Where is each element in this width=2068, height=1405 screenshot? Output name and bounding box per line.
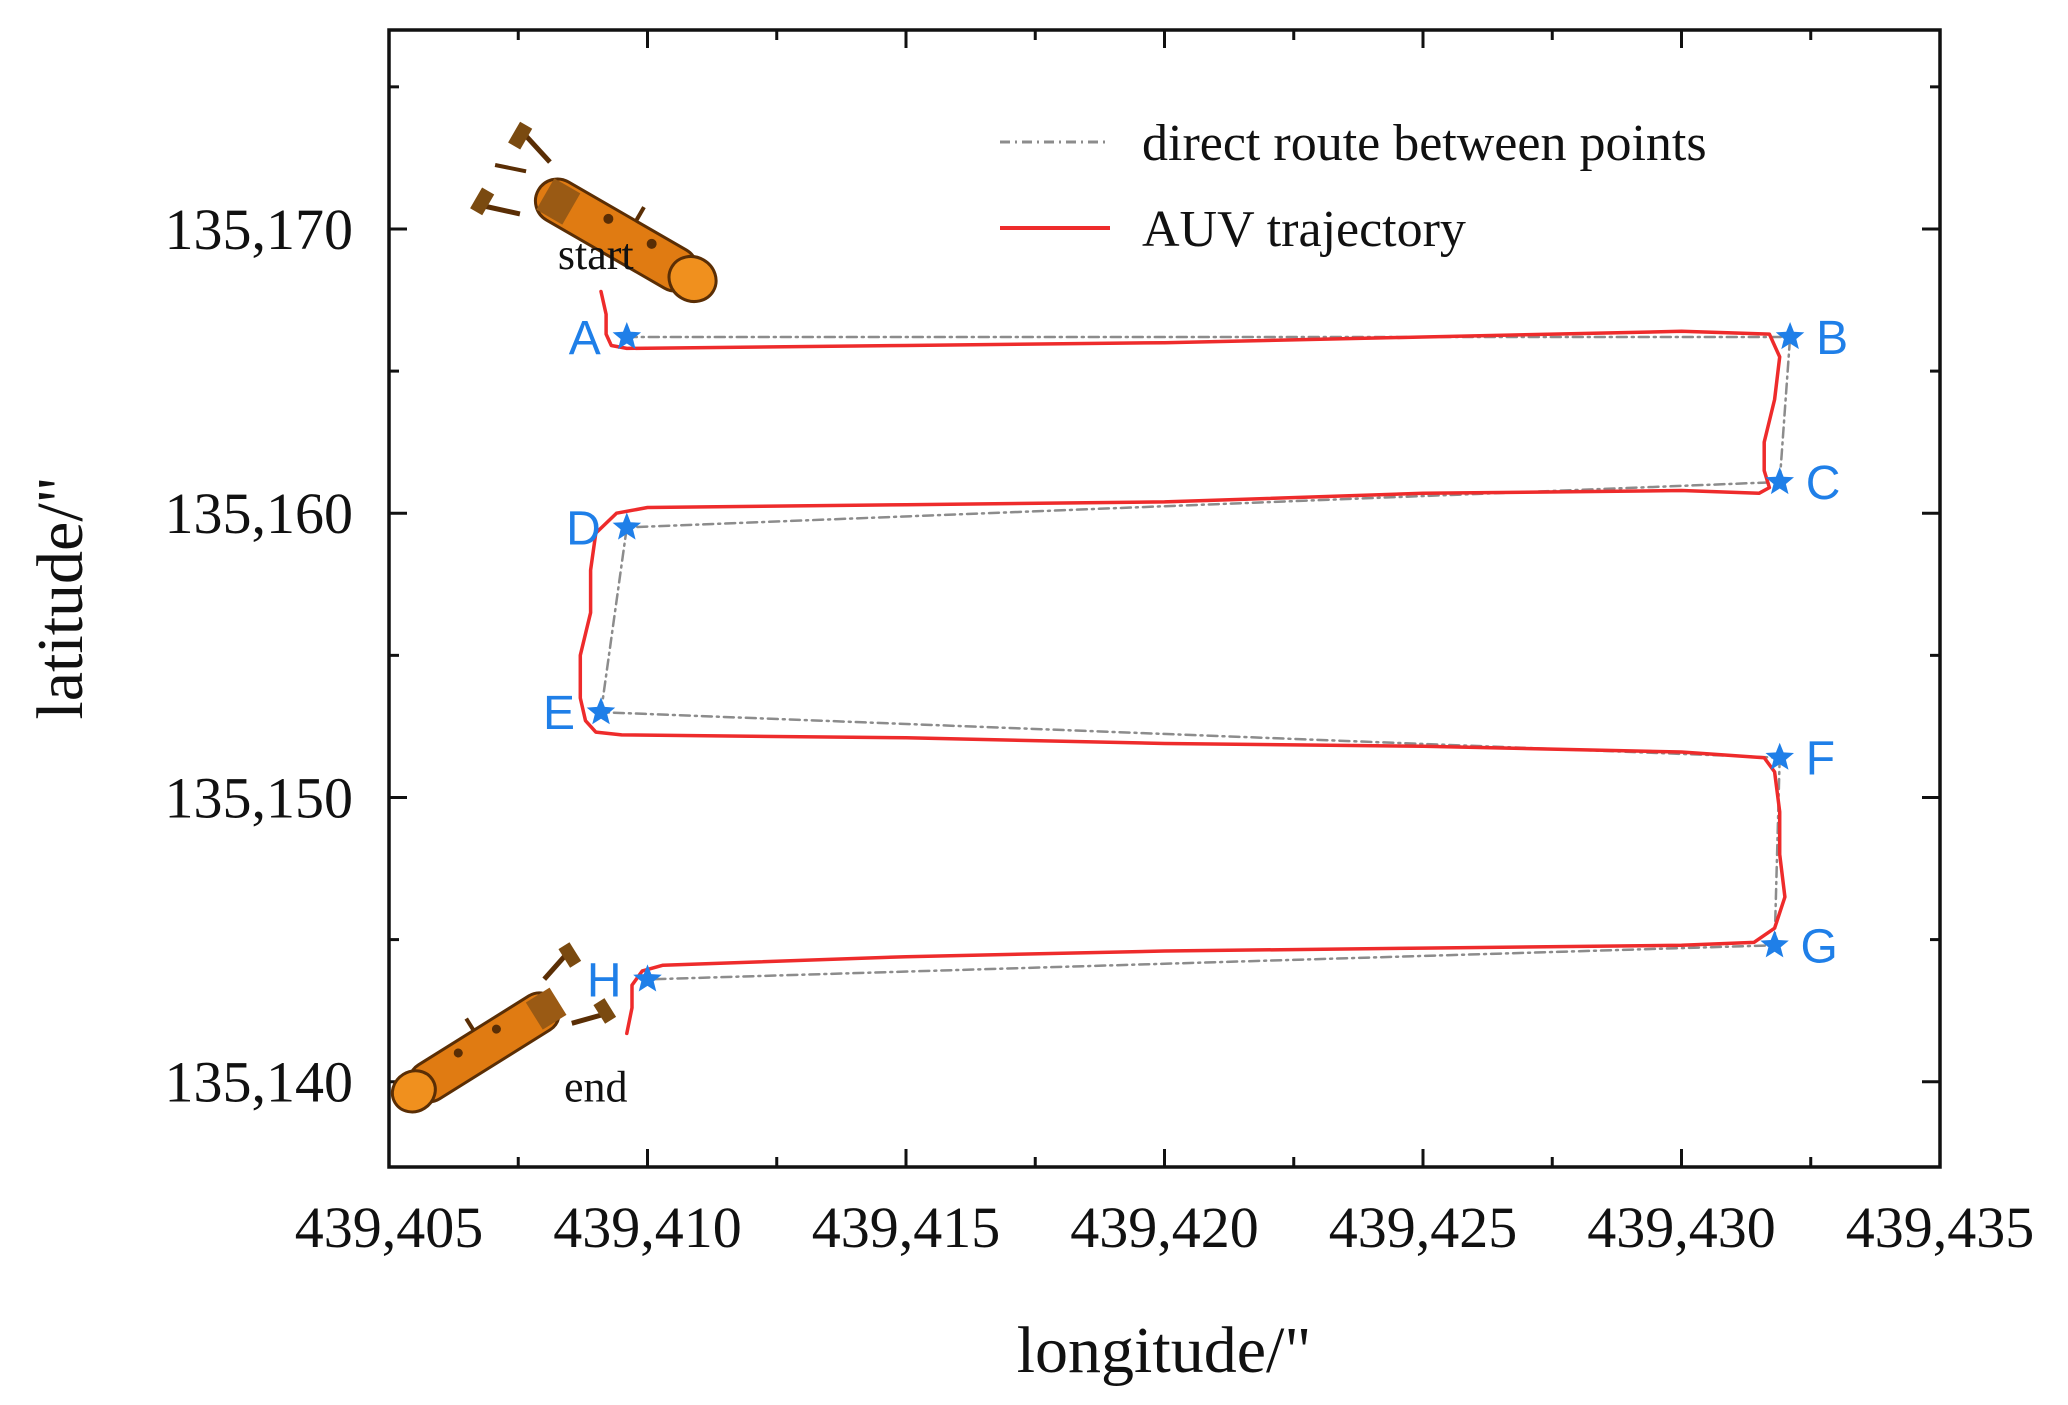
annotation-layer: start end: [558, 230, 634, 1112]
waypoint-star-a: [612, 322, 642, 350]
y-tick-label: 135,170: [165, 197, 354, 262]
waypoint-star-h: [633, 964, 662, 992]
x-tick-label: 439,435: [1846, 1195, 2035, 1260]
y-tick-label: 135,160: [165, 481, 354, 546]
x-tick-label: 439,420: [1070, 1195, 1259, 1260]
x-axis-ticks: 439,405 439,410 439,415 439,420 439,425 439,4…: [295, 30, 2035, 1260]
waypoint-label-a: A: [569, 312, 601, 365]
waypoint-star-g: [1760, 930, 1789, 958]
waypoint-star-b: [1775, 322, 1805, 350]
x-tick-label: 439,430: [1587, 1195, 1776, 1260]
waypoint-star-f: [1765, 742, 1794, 770]
auv-end-icon: [390, 942, 617, 1114]
waypoint-label-d: D: [566, 502, 601, 555]
x-axis-title: longitude/": [1017, 1314, 1312, 1387]
series-line-direct-route-between-points: [599, 335, 1792, 981]
legend-label-auv-trajectory: AUV trajectory: [1142, 201, 1466, 258]
legend-label-direct-route: direct route between points: [1142, 115, 1707, 172]
series-layer: [578, 289, 1792, 1036]
x-tick-label: 439,415: [812, 1195, 1001, 1260]
waypoint-label-c: C: [1806, 457, 1841, 510]
waypoint-label-b: B: [1816, 312, 1848, 365]
y-axis-ticks: 135,140 135,150 135,160 135,170: [165, 85, 1940, 1115]
y-tick-label: 135,150: [165, 765, 354, 830]
y-tick-label: 135,140: [165, 1050, 354, 1115]
auv-start-icon: [470, 121, 718, 304]
waypoint-star-c: [1765, 467, 1794, 495]
annotation-start: start: [558, 230, 634, 279]
legend: direct route between points AUV trajecto…: [1000, 115, 1707, 258]
series-line-auv-trajectory: [578, 289, 1787, 1036]
waypoint-label-e: E: [543, 687, 575, 740]
x-tick-label: 439,405: [295, 1195, 484, 1260]
waypoint-label-g: G: [1801, 920, 1838, 973]
annotation-end: end: [564, 1063, 628, 1112]
waypoint-star-d: [612, 512, 642, 540]
waypoint-label-f: F: [1806, 733, 1835, 786]
x-tick-label: 439,410: [553, 1195, 742, 1260]
x-tick-label: 439,425: [1329, 1195, 1518, 1260]
y-axis-title: latitude/": [24, 476, 97, 719]
waypoint-star-e: [586, 697, 616, 725]
